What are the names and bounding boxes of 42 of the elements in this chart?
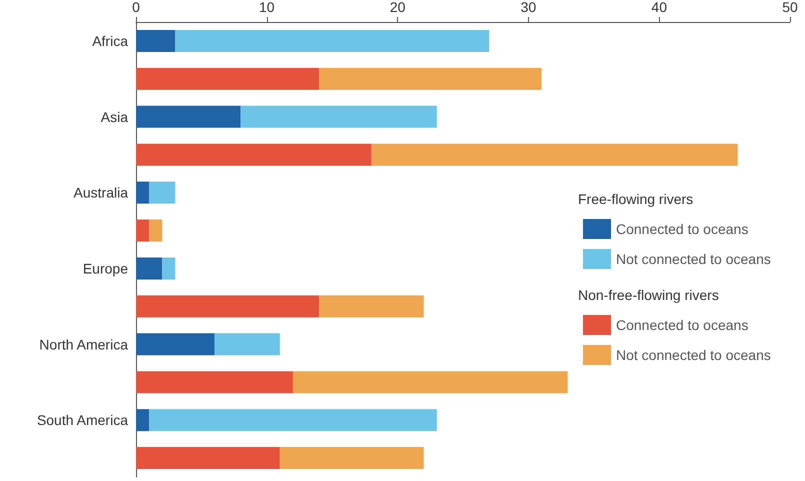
bar [136,371,293,394]
y-tick-label: South America [36,412,128,428]
bar [136,220,150,242]
y-tick-label: Africa [92,32,128,49]
bar [214,333,280,356]
y-tick-label: North America [39,336,128,352]
x-tick-label: 30 [520,0,536,15]
bar [136,409,150,432]
bar [149,220,162,242]
bar [136,30,176,52]
bar [136,144,372,166]
bar [149,182,176,204]
bar [371,144,738,166]
legend-label: Not connected to oceans [616,251,771,267]
bar [149,409,437,432]
bar [240,106,437,128]
bar [136,295,320,318]
annotation: Non-free-flowing rivers [578,287,719,303]
y-tick-label: Asia [100,108,128,125]
legend-label: Not connected to oceans [616,347,771,363]
x-tick-label: 40 [651,0,668,15]
annotation: Free-flowing rivers [578,191,694,207]
bar [136,182,150,204]
x-tick-label: 0 [132,0,140,15]
bar [280,447,424,470]
legend-label: Connected to oceans [616,221,748,237]
bar [319,68,542,90]
bar [136,257,162,280]
bar [175,30,490,52]
x-tick-label: 50 [782,0,798,15]
legend-label: Connected to oceans [616,317,748,333]
bar [292,371,568,394]
y-tick-label: Europe [82,260,128,276]
bar [319,295,424,318]
bar [162,257,176,280]
bar [136,68,320,90]
y-tick-label: Australia [74,184,128,201]
bar [136,333,214,356]
x-tick-label: 20 [390,0,406,15]
bar [136,106,241,128]
bar [136,447,280,470]
x-tick-label: 10 [259,0,275,15]
